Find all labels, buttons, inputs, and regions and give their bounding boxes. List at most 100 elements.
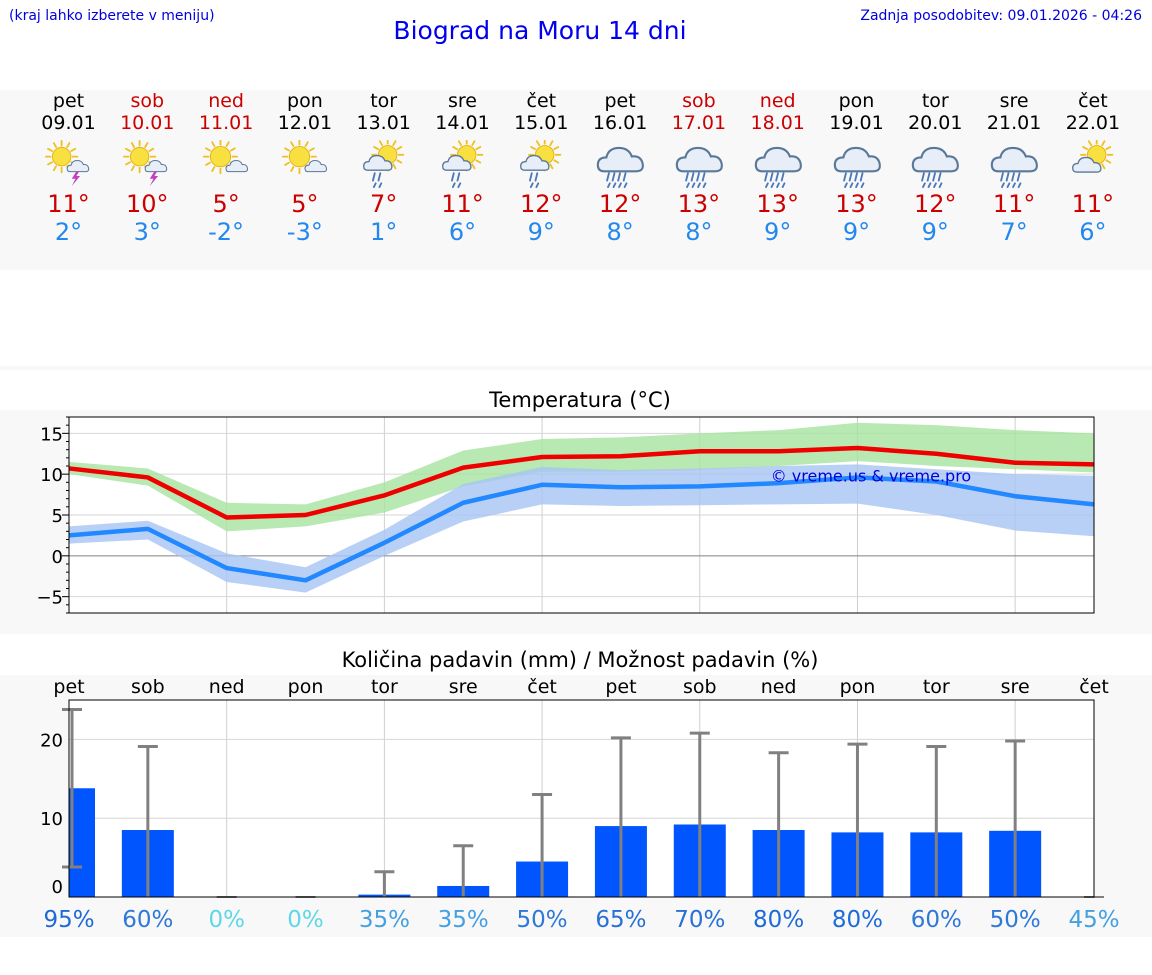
min-temperature: 1° xyxy=(370,218,398,246)
precip-day-label: ned xyxy=(209,676,245,698)
precip-probability: 35% xyxy=(438,907,489,933)
sun-cloud-rain-icon xyxy=(441,140,483,188)
precip-day-label: pet xyxy=(53,676,84,698)
max-temperature: 11° xyxy=(992,190,1036,218)
day-date: 09.01 xyxy=(41,112,96,134)
max-temperature: 11° xyxy=(1071,190,1115,218)
day-date: 11.01 xyxy=(198,112,254,134)
sun-cloud-icon xyxy=(1071,140,1114,173)
y-tick-label: 10 xyxy=(40,809,63,830)
precip-probability: 50% xyxy=(990,907,1041,933)
day-name: pet xyxy=(52,90,85,112)
day-column: tor 13.01 7° 1° xyxy=(344,90,424,246)
min-temperature: 8° xyxy=(606,218,634,246)
y-tick-label: 0 xyxy=(52,547,63,568)
day-column: ned 18.01 13° 9° xyxy=(738,90,818,246)
sun-small-cloud-icon xyxy=(281,140,327,175)
day-date: 20.01 xyxy=(908,112,963,134)
day-name: sre xyxy=(448,90,477,112)
max-temperature-line xyxy=(68,445,1095,520)
day-name: pon xyxy=(287,90,323,112)
precip-probability: 35% xyxy=(359,907,410,933)
day-name: sob xyxy=(130,90,165,112)
min-temperature: -2° xyxy=(208,218,245,246)
day-date: 22.01 xyxy=(1065,112,1121,134)
max-temperature: 12° xyxy=(598,190,642,218)
min-temperature: 3° xyxy=(133,218,161,246)
day-date: 10.01 xyxy=(120,112,175,134)
precip-day-label: tor xyxy=(923,676,950,698)
max-temperature: 13° xyxy=(677,190,721,218)
separator-band xyxy=(0,366,1152,370)
day-date: 15.01 xyxy=(514,112,569,134)
precipitation-chart: pet sob ned pon tor sre čet pet sob ned pon tor sre č… xyxy=(40,676,1119,933)
day-column: sob 10.01 10° 3° xyxy=(107,90,187,246)
max-temperature: 13° xyxy=(756,190,799,218)
precip-probability: 45% xyxy=(1068,907,1119,933)
day-date: 14.01 xyxy=(435,112,490,134)
sun-cloud-lightning-icon xyxy=(44,140,89,187)
precip-day-label: čet xyxy=(527,676,557,698)
y-tick-label: 20 xyxy=(40,730,63,751)
min-temperature: 7° xyxy=(1000,218,1028,246)
min-temperature: 9° xyxy=(527,218,555,246)
max-temperature: 11° xyxy=(441,190,484,218)
precip-day-label: sre xyxy=(449,676,478,698)
precip-probability: 80% xyxy=(753,907,804,933)
day-date: 18.01 xyxy=(750,112,805,134)
precip-probability: 65% xyxy=(595,907,646,933)
day-name: sre xyxy=(999,90,1029,112)
day-column: čet 15.01 12° 9° xyxy=(501,90,581,246)
day-date: 13.01 xyxy=(356,112,411,134)
day-column: čet 22.01 11° 6° xyxy=(1053,90,1133,246)
watermark: © vreme.us & vreme.pro xyxy=(771,467,972,486)
max-temperature: 5° xyxy=(212,190,240,218)
cloud-rain-icon xyxy=(833,146,881,188)
day-name: pon xyxy=(838,90,875,112)
day-date: 12.01 xyxy=(277,112,333,134)
day-column: pon 12.01 5° -3° xyxy=(265,90,345,246)
sun-cloud-rain-icon xyxy=(520,140,562,188)
precip-day-label: ned xyxy=(761,676,797,698)
y-tick-label: 5 xyxy=(52,506,63,527)
min-temperature-band xyxy=(69,464,1094,593)
sun-cloud-lightning-icon xyxy=(123,140,168,187)
max-temperature: 11° xyxy=(47,190,90,218)
day-column: pet 09.01 11° 2° xyxy=(29,90,109,246)
cloud-rain-icon xyxy=(596,146,644,188)
precipitation-chart-title: Količina padavin (mm) / Možnost padavin … xyxy=(341,648,819,672)
day-name: sob xyxy=(682,90,716,112)
precip-day-label: čet xyxy=(1079,676,1109,698)
precip-probability: 0% xyxy=(208,907,245,933)
cloud-rain-icon xyxy=(754,146,802,188)
min-temperature: 8° xyxy=(685,218,713,246)
day-name: ned xyxy=(759,90,796,112)
min-temperature: -3° xyxy=(286,218,323,246)
precip-day-label: sre xyxy=(1001,676,1030,698)
plot-frame xyxy=(68,416,1095,614)
cloud-rain-icon xyxy=(675,146,723,188)
min-temperature: 6° xyxy=(1079,218,1107,246)
cloud-rain-icon xyxy=(912,146,960,188)
cloud-rain-icon xyxy=(990,146,1038,188)
precip-day-label: pon xyxy=(288,676,324,698)
day-name: tor xyxy=(921,90,949,112)
day-date: 17.01 xyxy=(671,112,727,134)
day-date: 16.01 xyxy=(592,112,648,134)
min-temperature: 9° xyxy=(842,218,871,246)
sun-cloud-rain-icon xyxy=(362,140,404,188)
min-temperature-line xyxy=(68,475,1095,583)
day-name: ned xyxy=(208,90,244,112)
y-tick-label: 15 xyxy=(40,424,63,445)
precip-probability: 95% xyxy=(43,907,94,933)
y-tick-label: 0 xyxy=(52,877,63,898)
plot-frame xyxy=(68,699,1095,898)
max-temperature: 10° xyxy=(126,190,169,218)
temperature-chart-title: Temperatura (°C) xyxy=(489,388,671,412)
min-temperature: 2° xyxy=(54,218,83,246)
max-temperature: 12° xyxy=(914,190,957,218)
day-column: pon 19.01 13° 9° xyxy=(817,90,897,246)
precip-probability: 70% xyxy=(674,907,725,933)
max-temperature: 5° xyxy=(291,190,319,218)
precip-probability: 60% xyxy=(122,907,173,933)
